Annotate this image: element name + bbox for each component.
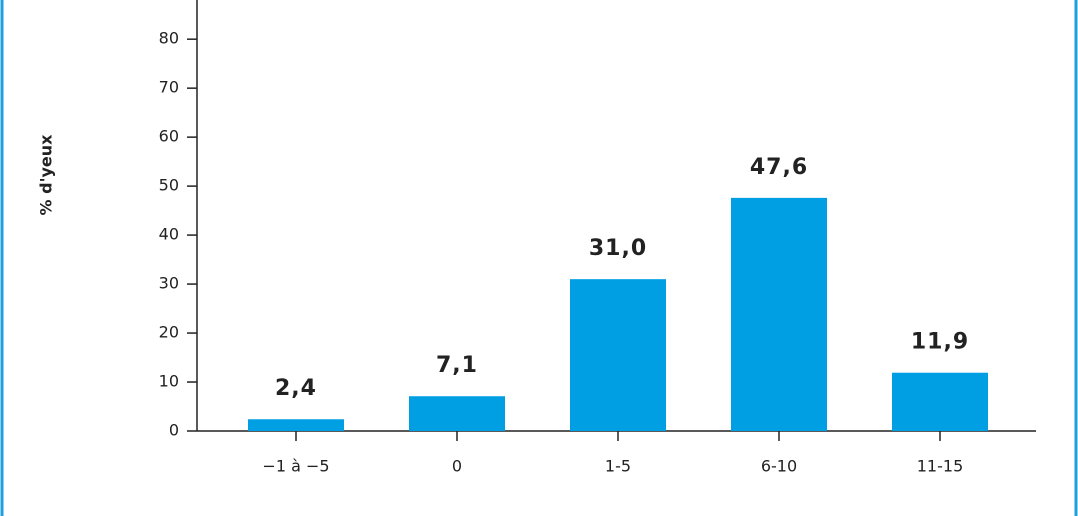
bar xyxy=(731,197,827,431)
y-tick-label: 30 xyxy=(159,274,179,293)
bar xyxy=(570,279,666,431)
bar xyxy=(892,372,988,431)
y-tick-label: 70 xyxy=(159,78,179,97)
y-axis-label: % d'yeux xyxy=(37,134,56,216)
x-tick-label: 1-5 xyxy=(605,457,631,476)
bar xyxy=(409,396,505,431)
value-label: 7,1 xyxy=(436,353,478,378)
x-tick-label: 0 xyxy=(452,457,462,476)
y-tick-label: 50 xyxy=(159,176,179,195)
value-label: 31,0 xyxy=(589,236,647,261)
value-label: 47,6 xyxy=(750,155,808,180)
y-tick-label: 80 xyxy=(159,29,179,48)
y-tick-label: 0 xyxy=(169,421,179,440)
x-tick-label: 6-10 xyxy=(761,457,797,476)
y-tick-label: 60 xyxy=(159,127,179,146)
value-label: 2,4 xyxy=(275,376,317,401)
x-tick-label: 11-15 xyxy=(917,457,964,476)
y-tick-label: 40 xyxy=(159,225,179,244)
x-tick-label: −1 à −5 xyxy=(262,457,329,476)
bar xyxy=(248,419,344,431)
y-tick-label: 20 xyxy=(159,323,179,342)
value-label: 11,9 xyxy=(911,330,969,355)
y-tick-label: 10 xyxy=(159,372,179,391)
